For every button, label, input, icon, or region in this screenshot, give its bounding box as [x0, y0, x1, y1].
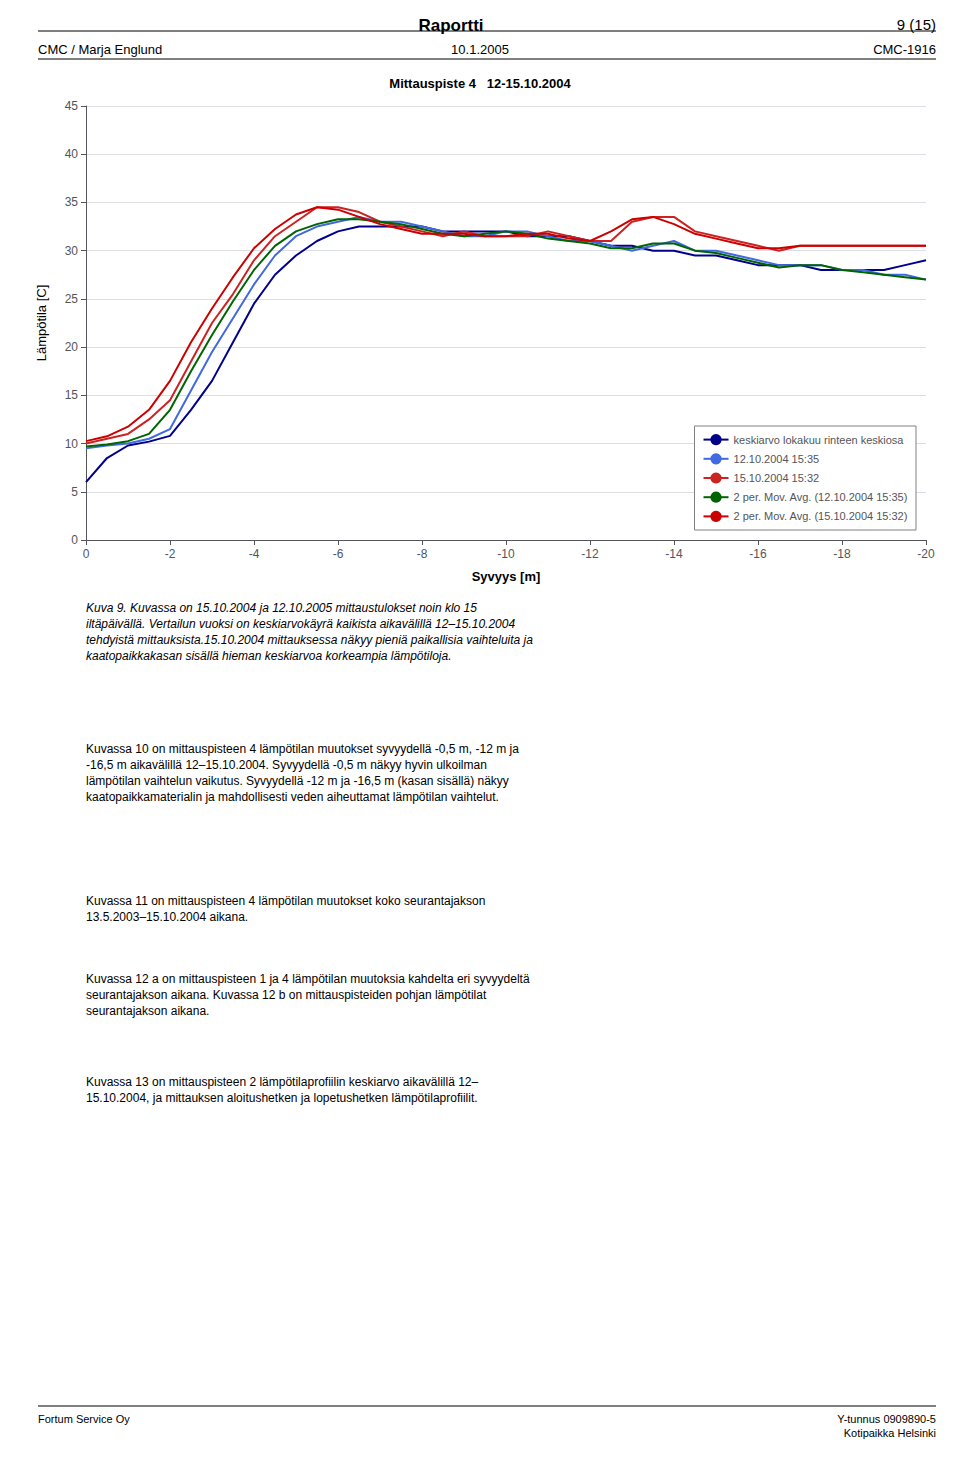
svg-text:-16,5 m aikavälillä 12–15.10.2: -16,5 m aikavälillä 12–15.10.2004. Syvyy… [86, 758, 487, 772]
svg-text:Kuvassa 10 on mittauspisteen 4: Kuvassa 10 on mittauspisteen 4 lämpötila… [86, 742, 519, 756]
svg-text:2 per. Mov. Avg. (15.10.2004 1: 2 per. Mov. Avg. (15.10.2004 15:32) [734, 510, 908, 522]
svg-text:Kuvassa 13 on mittauspisteen 2: Kuvassa 13 on mittauspisteen 2 lämpötila… [86, 1075, 479, 1089]
svg-text:-4: -4 [249, 547, 260, 561]
svg-text:15: 15 [65, 388, 79, 402]
svg-text:keskiarvo lokakuu rinteen kesk: keskiarvo lokakuu rinteen keskiosa [734, 434, 905, 446]
svg-text:35: 35 [65, 195, 79, 209]
svg-text:Kuvassa 12 a on mittauspisteen: Kuvassa 12 a on mittauspisteen 1 ja 4 lä… [86, 972, 530, 986]
svg-text:Mittauspiste 4 12-15.10.2004: Mittauspiste 4 12-15.10.2004 [389, 76, 571, 91]
svg-text:tehdyistä mittauksista.15.10.2: tehdyistä mittauksista.15.10.2004 mittau… [86, 633, 533, 647]
svg-text:-10: -10 [497, 547, 515, 561]
svg-text:-8: -8 [417, 547, 428, 561]
svg-text:iltäpäivällä. Vertailun vuoksi: iltäpäivällä. Vertailun vuoksi on keskia… [86, 617, 515, 631]
svg-text:CMC-1916: CMC-1916 [873, 42, 936, 57]
svg-text:seurantajakson aikana.: seurantajakson aikana. [86, 1004, 209, 1018]
svg-text:Raportti: Raportti [418, 16, 483, 35]
svg-text:5: 5 [71, 485, 78, 499]
svg-text:25: 25 [65, 292, 79, 306]
svg-text:0: 0 [71, 533, 78, 547]
svg-text:0: 0 [83, 547, 90, 561]
svg-text:30: 30 [65, 244, 79, 258]
svg-text:10.1.2005: 10.1.2005 [451, 42, 509, 57]
svg-text:10: 10 [65, 437, 79, 451]
svg-text:2 per. Mov. Avg. (12.10.2004 1: 2 per. Mov. Avg. (12.10.2004 15:35) [734, 491, 908, 503]
svg-text:Kuva 9. Kuvassa on 15.10.2004: Kuva 9. Kuvassa on 15.10.2004 ja 12.10.2… [86, 601, 477, 615]
svg-text:Lämpötila [C]: Lämpötila [C] [34, 285, 49, 362]
svg-text:12.10.2004 15:35: 12.10.2004 15:35 [734, 453, 820, 465]
svg-text:-20: -20 [917, 547, 935, 561]
svg-text:-18: -18 [833, 547, 851, 561]
svg-text:-6: -6 [333, 547, 344, 561]
svg-text:40: 40 [65, 147, 79, 161]
svg-text:Syvyys [m]: Syvyys [m] [472, 569, 541, 584]
svg-text:Kuvassa 11 on mittauspisteen 4: Kuvassa 11 on mittauspisteen 4 lämpötila… [86, 894, 485, 908]
svg-text:15.10.2004 15:32: 15.10.2004 15:32 [734, 472, 820, 484]
svg-text:45: 45 [65, 99, 79, 113]
svg-text:9 (15): 9 (15) [897, 16, 936, 33]
svg-text:13.5.2003–15.10.2004 aikana.: 13.5.2003–15.10.2004 aikana. [86, 910, 248, 924]
svg-text:20: 20 [65, 340, 79, 354]
svg-text:-16: -16 [749, 547, 767, 561]
svg-text:Fortum Service Oy: Fortum Service Oy [38, 1413, 130, 1425]
svg-text:Y-tunnus 0909890-5: Y-tunnus 0909890-5 [837, 1413, 936, 1425]
svg-text:15.10.2004, ja mittauksen aloi: 15.10.2004, ja mittauksen aloitushetken … [86, 1091, 478, 1105]
svg-text:seurantajakson aikana. Kuvassa: seurantajakson aikana. Kuvassa 12 b on m… [86, 988, 487, 1002]
svg-text:CMC / Marja Englund: CMC / Marja Englund [38, 42, 162, 57]
svg-text:-14: -14 [665, 547, 683, 561]
svg-text:-2: -2 [165, 547, 176, 561]
svg-text:-12: -12 [581, 547, 599, 561]
svg-text:Kotipaikka Helsinki: Kotipaikka Helsinki [844, 1427, 936, 1439]
svg-text:kaatopaikkakasan sisällä hiema: kaatopaikkakasan sisällä hieman keskiarv… [86, 649, 452, 663]
svg-text:kaatopaikkamaterialin ja mahdo: kaatopaikkamaterialin ja mahdollisesti v… [86, 790, 499, 804]
svg-text:lämpötilan vaihtelun vaikutus.: lämpötilan vaihtelun vaikutus. Syvyydell… [86, 774, 509, 788]
